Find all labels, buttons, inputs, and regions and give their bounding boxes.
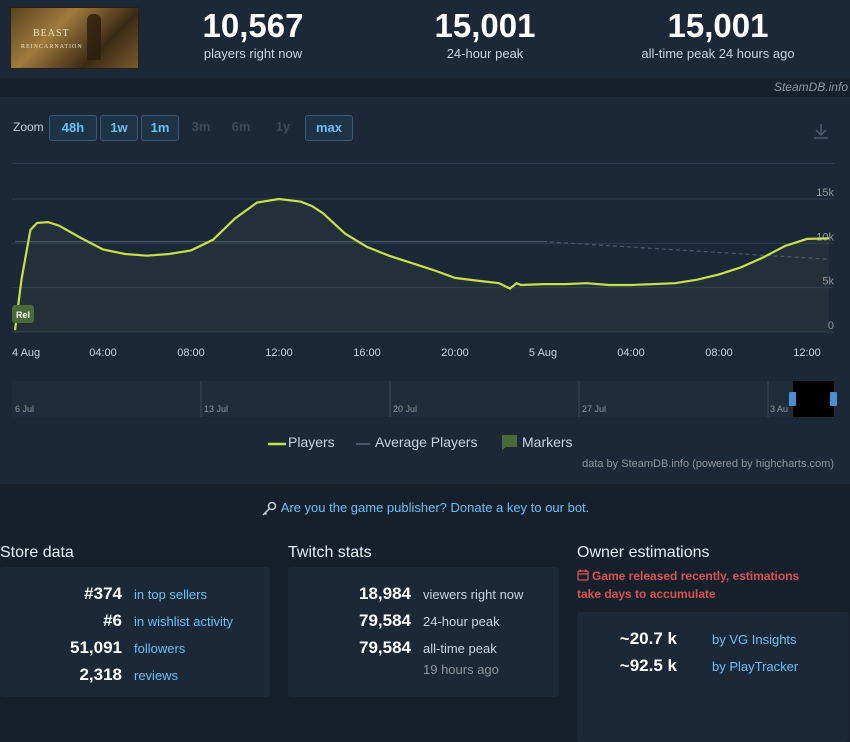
- stat-label: all-time peak 24 hours ago: [641, 46, 795, 61]
- owner-value: ~92.5 k: [619, 656, 677, 675]
- store-label[interactable]: reviews: [134, 668, 179, 683]
- navigator-label: 3 Au: [770, 404, 788, 414]
- store-data-title: Store data: [0, 544, 74, 561]
- store-label[interactable]: followers: [134, 641, 186, 656]
- x-tick-label: 04:00: [89, 347, 117, 359]
- stat-all-time-peak: 15,001 all-time peak 24 hours ago: [608, 7, 828, 62]
- publisher-prompt-text[interactable]: Are you the game publisher? Donate a key…: [280, 500, 590, 515]
- game-subtitle: REINCARNATION: [21, 44, 83, 50]
- navigator-handle-right: [830, 392, 837, 406]
- owner-source-link[interactable]: by PlayTracker: [712, 659, 799, 674]
- stat-value: 15,001: [667, 7, 769, 44]
- store-label[interactable]: in top sellers: [134, 587, 207, 602]
- store-value: #374: [84, 584, 122, 603]
- player-chart-panel: Zoom 48h 1w 1m 3m 6m 1y max 0 5k 10k 15k 4 …: [0, 97, 850, 484]
- twitch-value: 79,584: [359, 638, 411, 657]
- chart-credit[interactable]: data by SteamDB.info (powered by highcha…: [582, 458, 834, 470]
- zoom-48h-button[interactable]: 48h: [49, 115, 97, 141]
- players-line: [13, 197, 830, 331]
- twitch-label: 24-hour peak: [423, 614, 500, 629]
- navigator-selection: [793, 381, 834, 417]
- x-tick-label: 04:00: [617, 347, 645, 359]
- twitch-value: 79,584: [359, 611, 411, 630]
- store-value: #6: [103, 611, 122, 630]
- store-value: 2,318: [79, 665, 122, 684]
- x-tick-label: 20:00: [441, 347, 469, 359]
- owner-warning: Game released recently, estimations take…: [577, 567, 799, 603]
- navigator-label: 13 Jul: [204, 404, 228, 414]
- legend-players[interactable]: Players: [288, 434, 335, 450]
- store-data-card: #374 in top sellers #6 in wishlist activ…: [0, 567, 270, 697]
- y-tick-label: 15k: [816, 187, 834, 199]
- zoom-1y-button[interactable]: 1y: [275, 119, 291, 134]
- x-tick-label: 08:00: [705, 347, 733, 359]
- twitch-value: 18,984: [359, 584, 411, 603]
- thumbnail-figure: [87, 14, 101, 60]
- twitch-label: viewers right now: [423, 587, 524, 602]
- calendar-icon: [577, 569, 589, 581]
- x-tick-label: 12:00: [793, 347, 821, 359]
- x-tick-label: 5 Aug: [529, 347, 557, 359]
- legend-markers-swatch: [502, 435, 517, 450]
- stat-24h-peak: 15,001 24-hour peak: [375, 7, 595, 62]
- zoom-label: Zoom: [13, 120, 44, 134]
- x-tick-label: 4 Aug: [12, 347, 40, 359]
- zoom-3m-button[interactable]: 3m: [191, 119, 211, 134]
- x-tick-label: 16:00: [353, 347, 381, 359]
- owner-value: ~20.7 k: [619, 629, 677, 648]
- publisher-donate-link[interactable]: Are you the game publisher? Donate a key…: [0, 500, 850, 517]
- release-marker: [12, 305, 34, 323]
- owner-estimations-card: ~20.7 k by VG Insights ~92.5 k by PlayTr…: [577, 612, 849, 742]
- legend-players-swatch: [268, 442, 286, 446]
- players-area: [15, 199, 829, 332]
- game-title: BEAST: [33, 28, 70, 39]
- x-tick-label: 12:00: [265, 347, 293, 359]
- zoom-max-button[interactable]: max: [305, 115, 353, 141]
- navigator-handle-left: [789, 392, 796, 406]
- legend-average-swatch: [356, 443, 370, 445]
- store-label[interactable]: in wishlist activity: [134, 614, 233, 629]
- legend-average-players[interactable]: Average Players: [375, 434, 478, 450]
- download-icon[interactable]: [812, 122, 830, 140]
- average-players-projection: [542, 240, 830, 260]
- stat-players-now: 10,567 players right now: [143, 7, 363, 62]
- owner-warning-line1: Game released recently, estimations: [592, 569, 800, 583]
- owner-source-link[interactable]: by VG Insights: [712, 632, 797, 647]
- key-icon: [262, 501, 276, 516]
- navigator[interactable]: 6 Jul 13 Jul 20 Jul 27 Jul 3 Au: [0, 381, 850, 426]
- twitch-label: all-time peak: [423, 641, 497, 656]
- navigator-label: 6 Jul: [15, 404, 34, 414]
- navigator-label: 27 Jul: [582, 404, 606, 414]
- stat-label: players right now: [203, 46, 303, 61]
- release-marker-label: Rel: [16, 310, 30, 320]
- owner-estimations-title: Owner estimations: [577, 544, 710, 561]
- zoom-6m-button[interactable]: 6m: [231, 119, 251, 134]
- owner-warning-line2: take days to accumulate: [577, 587, 716, 601]
- zoom-1m-button[interactable]: 1m: [141, 115, 179, 141]
- y-tick-label: 0: [828, 320, 834, 332]
- steamdb-brand[interactable]: SteamDB.info: [773, 80, 848, 94]
- zoom-1w-button[interactable]: 1w: [100, 115, 138, 141]
- twitch-stats-title: Twitch stats: [288, 544, 372, 561]
- store-value: 51,091: [70, 638, 122, 657]
- stat-value: 10,567: [202, 7, 304, 44]
- twitch-sublabel: 19 hours ago: [423, 662, 499, 677]
- navigator-label: 20 Jul: [393, 404, 417, 414]
- game-thumbnail[interactable]: BEAST REINCARNATION: [10, 7, 139, 69]
- x-tick-label: 08:00: [177, 347, 205, 359]
- y-tick-label: 5k: [822, 276, 834, 288]
- stat-value: 15,001: [434, 7, 536, 44]
- legend-markers[interactable]: Markers: [522, 434, 573, 450]
- stat-label: 24-hour peak: [446, 46, 524, 61]
- twitch-stats-card: 18,984 viewers right now 79,584 24-hour …: [288, 567, 559, 697]
- navigator-track: [12, 381, 834, 417]
- top-stats-bar: BEAST REINCARNATION 10,567 players right…: [0, 0, 850, 78]
